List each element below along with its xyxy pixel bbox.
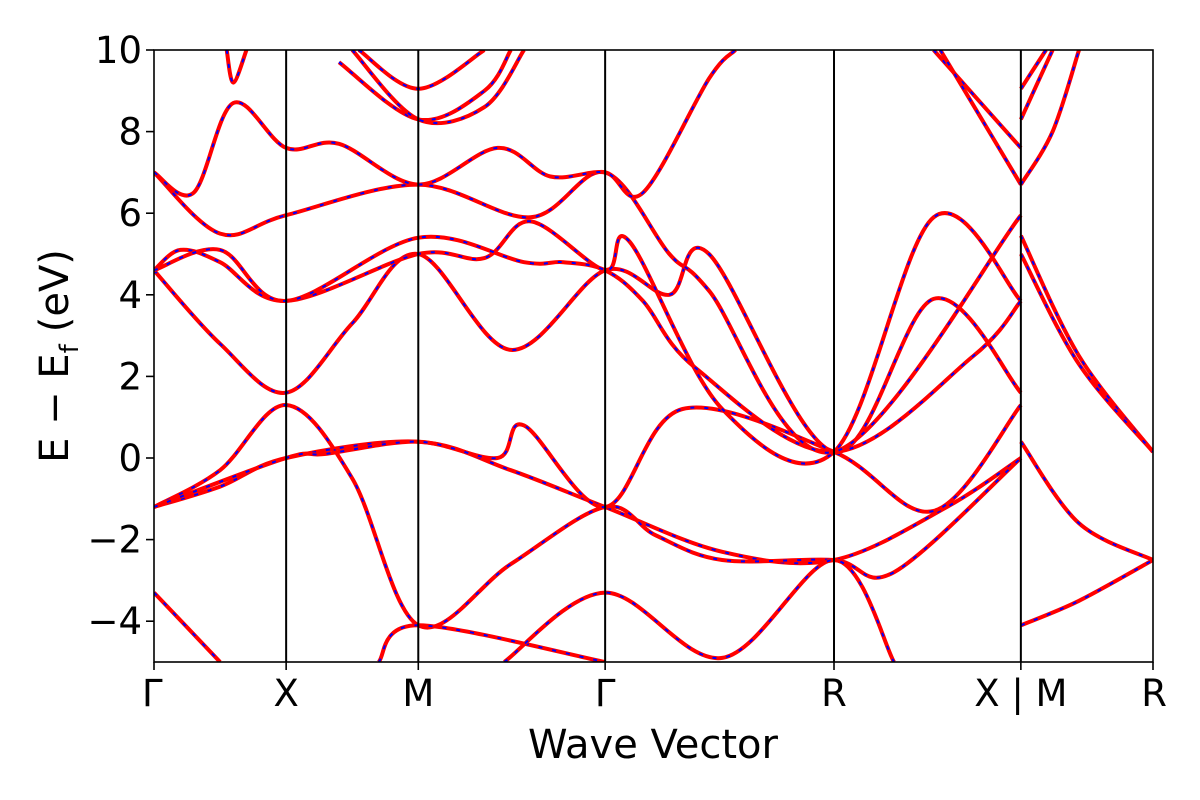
band-line-overlay-8 — [1020, 559, 1153, 627]
y-tick-label: 6 — [118, 192, 142, 235]
band-line-overlay-21 — [1019, 50, 1054, 120]
band-line-overlay-3 — [154, 404, 1022, 513]
band-line-18 — [932, 50, 1023, 150]
x-tick-label: M — [402, 672, 434, 715]
y-axis-title-unit: (eV) — [32, 249, 78, 332]
band-line-overlay-24 — [1020, 253, 1153, 453]
x-tick-label: R — [821, 672, 847, 715]
band-line-6 — [503, 557, 896, 662]
y-axis-title-subscript: f — [55, 343, 85, 353]
x-axis-title: Wave Vector — [528, 722, 779, 768]
x-tick-label: Γ — [142, 672, 163, 715]
band-line-overlay-14 — [225, 50, 248, 84]
band-line-overlay-5 — [377, 624, 606, 662]
band-line-overlay-10 — [154, 212, 1022, 465]
band-line-overlay-15 — [338, 50, 512, 122]
x-tick-label: Γ — [595, 672, 616, 715]
y-tick-label: −4 — [87, 600, 142, 643]
plot-frame — [153, 49, 1154, 663]
plot-background — [154, 50, 1153, 662]
band-line-overlay-20 — [1020, 50, 1080, 186]
y-axis-ticks: −4 −2 0 2 4 6 8 10 — [87, 29, 154, 643]
high-symmetry-lines — [285, 50, 1022, 662]
y-tick-label: −2 — [87, 519, 142, 562]
band-line-overlay-22 — [1020, 50, 1047, 90]
band-line-overlay-7 — [1020, 441, 1153, 561]
band-line-4 — [154, 591, 222, 662]
band-line-overlay-9 — [154, 246, 1022, 453]
band-line-19 — [938, 50, 1023, 186]
y-tick-label: 2 — [118, 355, 142, 398]
y-tick-label: 10 — [95, 29, 142, 72]
band-line-overlay-11 — [154, 235, 1022, 453]
y-axis-title-main: E − E — [32, 353, 78, 463]
y-axis-title: E − Ef (eV) — [32, 249, 85, 463]
x-axis-ticks: Γ X M Γ R X | M R — [142, 662, 1167, 715]
y-tick-label: 4 — [118, 274, 142, 317]
y-tick-label: 0 — [118, 437, 142, 480]
band-line-overlay-13 — [154, 50, 737, 198]
x-tick-label: R — [1141, 672, 1167, 715]
band-line-overlay-17 — [351, 50, 525, 125]
x-tick-label: X — [273, 672, 298, 715]
x-tick-label: X | M — [974, 672, 1067, 715]
y-tick-label: 8 — [118, 111, 142, 154]
